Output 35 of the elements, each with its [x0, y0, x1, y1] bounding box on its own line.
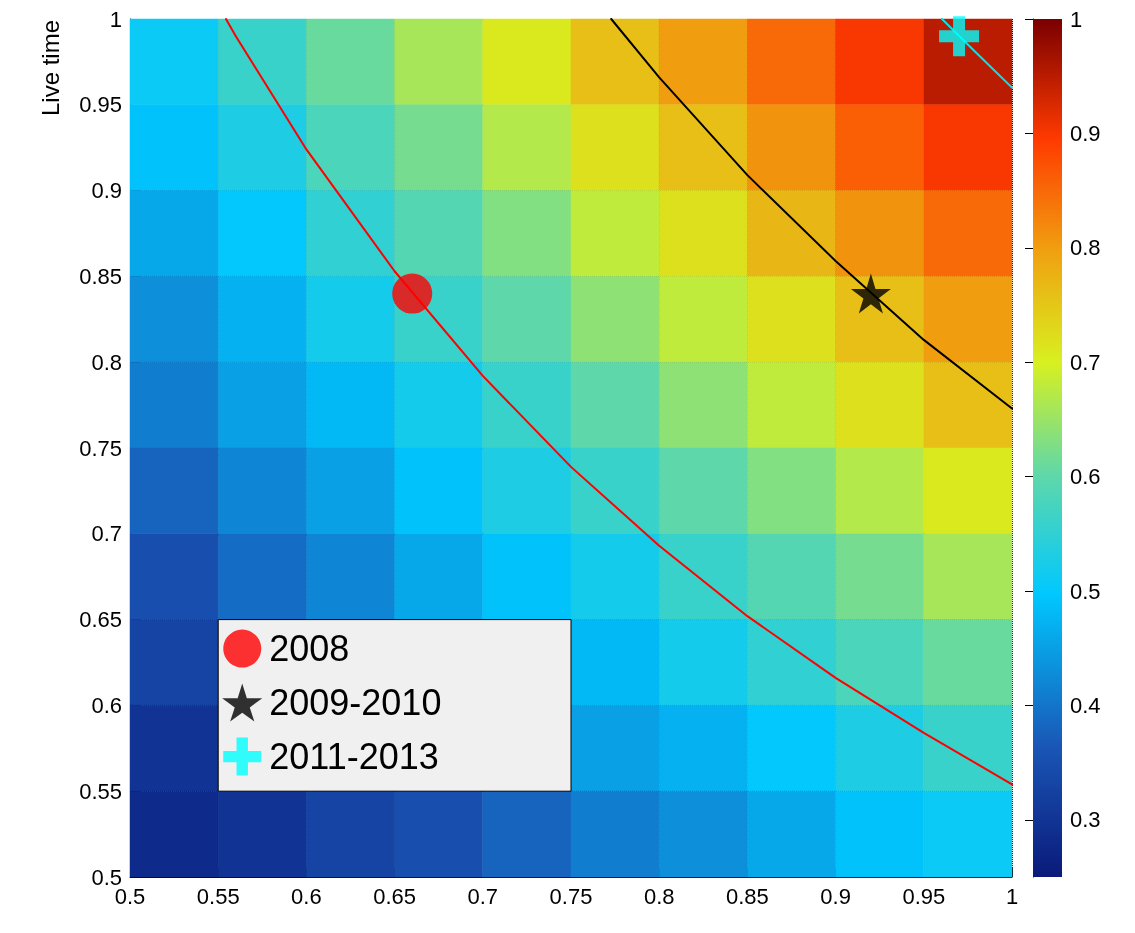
- x-tick-label: 0.7: [467, 883, 499, 909]
- y-axis-title: Live time: [36, 20, 64, 117]
- y-tick-label: 0.5: [91, 864, 122, 890]
- legend-label: 2008: [269, 628, 350, 670]
- x-tick-label: 0.85: [725, 883, 769, 909]
- y-tick-label: 0.7: [91, 521, 122, 547]
- x-tick-label: 0.95: [902, 883, 946, 909]
- color-bar-label: 0.3: [1070, 807, 1101, 833]
- y-tick-label: 0.8: [91, 349, 122, 375]
- color-bar-label: 0.7: [1070, 349, 1101, 375]
- legend-label: 2009-2010: [269, 682, 442, 724]
- x-tick-label: 0.8: [643, 883, 675, 909]
- y-tick-label: 0.65: [79, 607, 122, 633]
- x-tick-label: 0.9: [820, 883, 851, 909]
- x-tick-label: 0.55: [196, 883, 240, 909]
- x-tick-label: 0.6: [291, 883, 322, 909]
- y-tick-label: 0.6: [91, 692, 122, 718]
- x-tick-label: 0.65: [373, 883, 417, 909]
- color-bar-label: 0.8: [1070, 235, 1101, 261]
- line-series: [610, 18, 1013, 410]
- color-bar-label: 0.9: [1070, 120, 1101, 146]
- y-tick-label: 0.75: [79, 435, 122, 461]
- y-tick-label: 1: [109, 6, 122, 32]
- line-series: [224, 18, 1013, 786]
- x-tick-label: 0.75: [549, 883, 593, 909]
- color-bar-label: 0.6: [1070, 464, 1101, 490]
- color-bar-label: 0.5: [1070, 578, 1101, 604]
- color-bar-label: 0.4: [1070, 692, 1101, 718]
- y-tick-label: 0.85: [79, 263, 122, 289]
- legend-label: 2011-2013: [269, 736, 439, 778]
- y-tick-label: 0.55: [79, 778, 122, 804]
- y-tick-label: 0.9: [91, 178, 122, 204]
- color-bar-label: 1: [1070, 6, 1083, 32]
- y-tick-label: 0.95: [79, 92, 122, 118]
- x-tick-label: 1: [1005, 883, 1019, 909]
